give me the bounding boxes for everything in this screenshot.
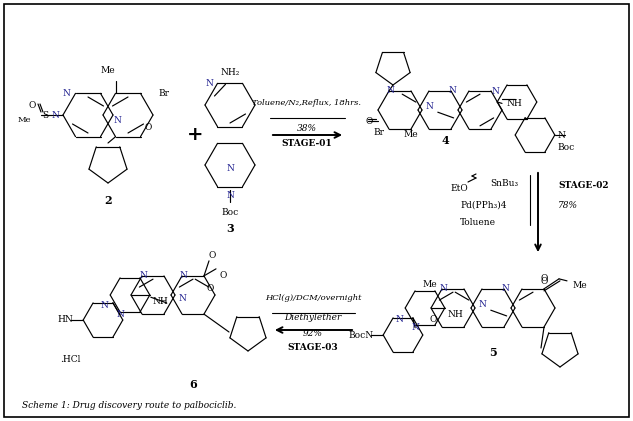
Text: O: O	[144, 123, 152, 132]
Text: O: O	[28, 101, 36, 109]
Text: 3: 3	[226, 223, 234, 234]
Text: .HCl: .HCl	[60, 355, 80, 365]
Text: Toluene: Toluene	[460, 218, 496, 226]
Text: SnBu₃: SnBu₃	[490, 179, 518, 187]
Text: Br: Br	[373, 128, 384, 136]
Text: STAGE-03: STAGE-03	[287, 344, 339, 352]
Text: N: N	[439, 284, 447, 293]
Text: Me: Me	[404, 130, 418, 139]
Text: O: O	[541, 274, 548, 283]
Text: N: N	[386, 86, 394, 96]
Text: N: N	[113, 115, 122, 125]
Text: S: S	[42, 110, 48, 120]
Text: Diethylether: Diethylether	[284, 314, 342, 322]
Text: N: N	[226, 190, 234, 200]
Text: Boc: Boc	[222, 208, 239, 216]
Text: N: N	[411, 323, 419, 332]
Text: N: N	[396, 314, 403, 323]
Text: NH: NH	[448, 310, 463, 319]
Text: 4: 4	[441, 135, 449, 147]
Text: N: N	[478, 300, 486, 309]
Text: O: O	[366, 117, 373, 125]
Text: EtO: EtO	[450, 184, 468, 192]
Text: O: O	[541, 277, 548, 286]
Text: Toluene/N₂,Reflux, 18hrs.: Toluene/N₂,Reflux, 18hrs.	[253, 99, 361, 107]
Text: N: N	[448, 86, 456, 96]
Text: 78%: 78%	[558, 200, 578, 210]
Text: 5: 5	[489, 346, 497, 357]
Text: N: N	[558, 131, 566, 139]
Text: 6: 6	[189, 379, 197, 391]
Text: N: N	[51, 110, 59, 120]
Text: STAGE-01: STAGE-01	[282, 139, 332, 147]
Text: Boc: Boc	[558, 142, 575, 152]
Text: Scheme 1: Drug discovery route to palbociclib.: Scheme 1: Drug discovery route to palboc…	[22, 402, 236, 410]
Text: NH₂: NH₂	[220, 67, 240, 77]
Text: N: N	[226, 163, 234, 173]
Text: Me: Me	[18, 116, 31, 124]
Text: Pd(PPh₃)4: Pd(PPh₃)4	[460, 200, 506, 210]
Text: Me: Me	[101, 66, 115, 75]
Text: +: +	[187, 126, 203, 144]
Text: STAGE-02: STAGE-02	[558, 181, 608, 189]
Text: HN: HN	[58, 315, 73, 325]
Text: BocN: BocN	[348, 330, 373, 339]
Text: N: N	[100, 301, 108, 311]
Text: N: N	[491, 86, 499, 96]
Text: Br: Br	[158, 89, 169, 98]
Text: N: N	[116, 310, 124, 319]
Text: N: N	[425, 102, 433, 111]
Text: O: O	[429, 314, 437, 323]
Text: N: N	[139, 272, 147, 280]
Text: 38%: 38%	[297, 123, 317, 133]
Text: O: O	[220, 272, 227, 280]
Text: 92%: 92%	[303, 328, 323, 338]
Text: N: N	[501, 284, 509, 293]
Text: NH: NH	[153, 297, 168, 306]
Text: Me: Me	[422, 280, 437, 289]
Text: N: N	[178, 294, 186, 303]
Text: Me: Me	[573, 282, 587, 290]
Text: HCl(g)/DCM/overnight: HCl(g)/DCM/overnight	[265, 294, 361, 302]
Text: N: N	[206, 79, 213, 88]
Text: O: O	[208, 251, 216, 260]
Text: N: N	[179, 272, 187, 280]
Text: 2: 2	[104, 195, 112, 205]
Text: NH: NH	[507, 99, 523, 108]
Text: N: N	[63, 89, 70, 98]
Text: O: O	[206, 284, 214, 293]
